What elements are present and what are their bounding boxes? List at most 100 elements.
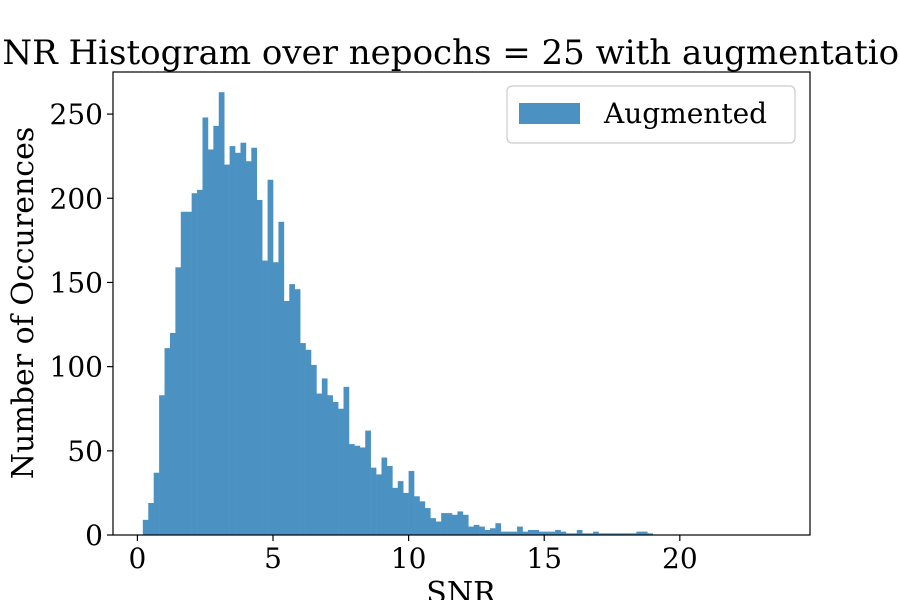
histogram-bar (376, 474, 382, 535)
histogram-bar (289, 284, 295, 535)
histogram-bar (565, 533, 572, 535)
x-tick-label: 5 (264, 542, 282, 575)
histogram-bar (300, 343, 306, 535)
histogram-bar (235, 152, 241, 535)
histogram-bar (641, 531, 648, 535)
histogram-bar (495, 523, 502, 535)
histogram-bar (392, 487, 399, 535)
x-axis-label: SNR (426, 576, 497, 600)
y-tick-label: 250 (50, 98, 103, 131)
histogram-bar (386, 465, 393, 535)
x-tick-label: 10 (391, 542, 427, 575)
histogram-bar (267, 179, 274, 535)
histogram-bar (587, 533, 594, 535)
x-axis-ticks: 0 5 10 15 20 (128, 535, 698, 575)
histogram-bar (169, 332, 176, 535)
histogram-bar (598, 533, 605, 535)
histogram-bar (435, 521, 442, 535)
histogram-bar (191, 193, 198, 535)
histogram-bar (397, 481, 404, 535)
histogram-bar (278, 221, 285, 535)
histogram-bar (294, 289, 301, 535)
histogram-bar (213, 125, 220, 535)
histogram-bar (305, 349, 312, 535)
histogram-bar (452, 514, 458, 535)
histogram-bar (381, 457, 388, 535)
histogram-bar (283, 300, 290, 535)
histogram-bar (468, 526, 474, 535)
histogram-bar (462, 514, 469, 535)
histogram-bar (370, 467, 377, 535)
histogram-bar (506, 531, 512, 535)
histogram-bar (240, 142, 247, 535)
chart-title: SNR Histogram over nepochs = 25 with aug… (0, 33, 900, 73)
plot-area-frame (112, 71, 811, 536)
histogram-bar (544, 531, 550, 535)
histogram-bar (555, 529, 561, 535)
histogram-bar (403, 492, 409, 535)
y-tick-label: 100 (50, 351, 103, 384)
histogram-bar (500, 531, 507, 535)
histogram-bar (522, 531, 529, 535)
histogram-bar (538, 531, 545, 535)
histogram-bar (424, 508, 431, 535)
x-tick-label: 20 (662, 542, 698, 575)
histogram-bar (202, 117, 209, 536)
histogram-bar (527, 529, 534, 535)
histogram-bar (343, 386, 350, 535)
histogram-bar (609, 533, 616, 535)
histogram-bar (582, 533, 588, 535)
histogram-bar (511, 531, 518, 535)
histogram-bar (218, 92, 225, 535)
histogram-bar (354, 445, 361, 535)
histogram-bar (175, 267, 182, 535)
histogram-bar (251, 147, 258, 535)
histogram-bar (647, 533, 653, 535)
legend-frame (506, 85, 796, 144)
histogram-bars (142, 92, 653, 536)
histogram-bar (159, 395, 165, 535)
histogram-bar (164, 348, 171, 535)
histogram-bar (414, 496, 420, 535)
histogram-bar (457, 511, 464, 535)
histogram-bar (484, 529, 491, 535)
histogram-bar (576, 529, 583, 535)
legend-swatch-augmented (519, 103, 580, 124)
histogram-bar (620, 533, 626, 535)
histogram-bar (273, 262, 279, 535)
y-tick-label: 50 (67, 435, 103, 468)
histogram-bar (446, 513, 453, 535)
histogram-bar (625, 533, 632, 535)
histogram-bar (316, 393, 323, 535)
x-tick-label: 0 (128, 542, 146, 575)
histogram-bar (321, 378, 328, 535)
histogram-bar (408, 471, 415, 535)
histogram-bar (197, 189, 203, 535)
legend-label-augmented: Augmented (603, 97, 767, 130)
histogram-bar (614, 533, 621, 535)
y-axis-label: Number of Occurences (6, 127, 41, 479)
histogram-bar (489, 528, 496, 535)
histogram-bar (479, 526, 485, 535)
histogram-bar (549, 531, 556, 535)
y-tick-label: 0 (85, 519, 103, 552)
histogram-bar (142, 519, 149, 535)
histogram-bar (636, 531, 643, 535)
histogram-bar (207, 149, 214, 535)
histogram-bar (517, 526, 523, 535)
y-axis-ticks: 0 50 100 150 200 250 (50, 98, 113, 552)
x-tick-label: 15 (526, 542, 562, 575)
histogram-bar (327, 395, 333, 535)
histogram-bar (560, 531, 567, 535)
histogram-bar (419, 501, 426, 535)
histogram-bar (245, 161, 252, 536)
histogram-bar (229, 146, 236, 535)
y-tick-label: 150 (50, 266, 103, 299)
histogram-bar (186, 211, 192, 536)
histogram-bar (441, 513, 447, 535)
histogram-bar (348, 444, 355, 535)
histogram-bar (332, 401, 339, 535)
histogram-bar (430, 518, 437, 535)
histogram-bar (256, 199, 263, 535)
